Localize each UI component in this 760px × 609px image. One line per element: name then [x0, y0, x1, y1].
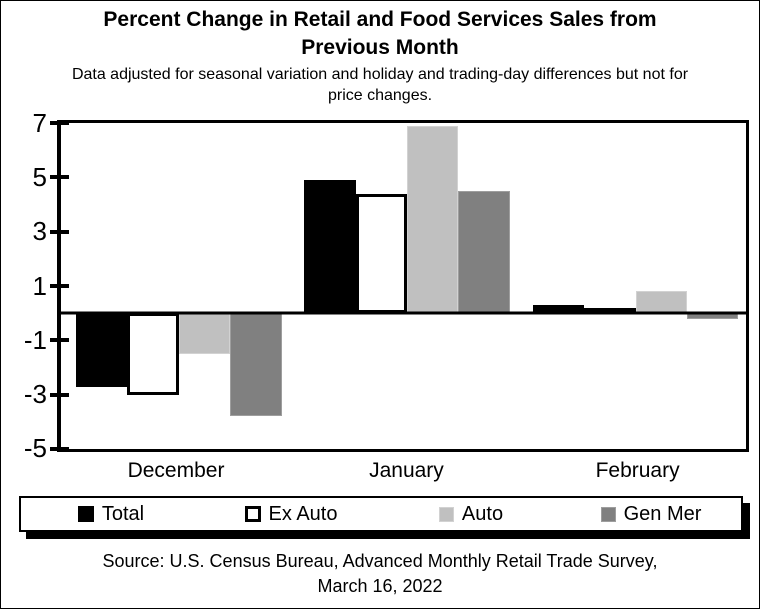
bar-auto-january [406, 125, 459, 314]
legend-swatch-total [77, 506, 94, 522]
plot-area [50, 120, 749, 452]
legend-label-auto: Auto [461, 502, 504, 525]
y-tick-label: -5 [23, 433, 47, 463]
bar-group-december [76, 123, 282, 449]
y-tick-mark [50, 284, 69, 288]
y-tick-mark [50, 338, 69, 343]
bar-auto-february [635, 291, 688, 314]
bar-gen-mer-january [458, 190, 510, 314]
y-tick-mark [50, 175, 69, 180]
legend-label-total: Total [101, 502, 145, 525]
x-axis-labels: December January February [57, 459, 749, 487]
legend-label-gen-mer: Gen Mer [623, 502, 702, 525]
legend-item-ex-auto: Ex Auto [201, 503, 381, 526]
bar-total-february [532, 305, 585, 314]
y-tick-label: 1 [32, 270, 47, 301]
bar-gen-mer-december [230, 313, 282, 417]
bar-group-february [532, 123, 739, 449]
bar-ex-auto-january [355, 193, 407, 314]
bar-total-january [304, 180, 356, 314]
x-axis-label-december: December [127, 459, 225, 482]
bar-ex-auto-december [127, 313, 179, 395]
bar-auto-december [178, 313, 231, 354]
legend-label-ex-auto: Ex Auto [268, 502, 338, 525]
chart-subtitle-line1: Data adjusted for seasonal variation and… [71, 66, 689, 83]
chart-subtitle: Data adjusted for seasonal variation and… [1, 64, 759, 106]
y-tick-label: 5 [32, 162, 47, 193]
y-tick-mark [50, 121, 69, 125]
source-note-line2: March 16, 2022 [317, 576, 443, 596]
legend-swatch-gen-mer [600, 506, 616, 522]
chart-title-line1: Percent Change in Retail and Food Servic… [103, 8, 657, 31]
chart-title: Percent Change in Retail and Food Servic… [1, 6, 759, 62]
legend-item-gen-mer: Gen Mer [561, 503, 741, 526]
legend-swatch-ex-auto [244, 506, 261, 522]
legend: Total Ex Auto Auto Gen Mer [19, 496, 743, 532]
y-tick-mark [50, 229, 69, 234]
y-tick-label: -1 [23, 324, 47, 355]
y-tick-mark [50, 447, 69, 451]
bar-total-december [76, 313, 128, 387]
zero-line [61, 311, 746, 315]
y-tick-label: 7 [32, 108, 47, 138]
y-tick-mark [50, 392, 69, 397]
x-axis-label-february: February [595, 459, 680, 482]
legend-item-auto: Auto [381, 503, 561, 526]
x-axis-label-january: January [369, 459, 444, 482]
y-tick-label: -3 [23, 378, 47, 409]
legend-swatch-auto [438, 506, 454, 522]
bar-group-january [304, 123, 510, 449]
bar-chart-area: 7 5 3 1 -1 -3 -5 [1, 106, 759, 461]
y-tick-label: 3 [32, 216, 47, 247]
source-note: Source: U.S. Census Bureau, Advanced Mon… [1, 549, 759, 599]
source-note-line1: Source: U.S. Census Bureau, Advanced Mon… [102, 551, 658, 571]
chart-title-line2: Previous Month [301, 36, 459, 59]
chart-subtitle-line2: price changes. [327, 87, 433, 104]
legend-item-total: Total [21, 503, 201, 526]
